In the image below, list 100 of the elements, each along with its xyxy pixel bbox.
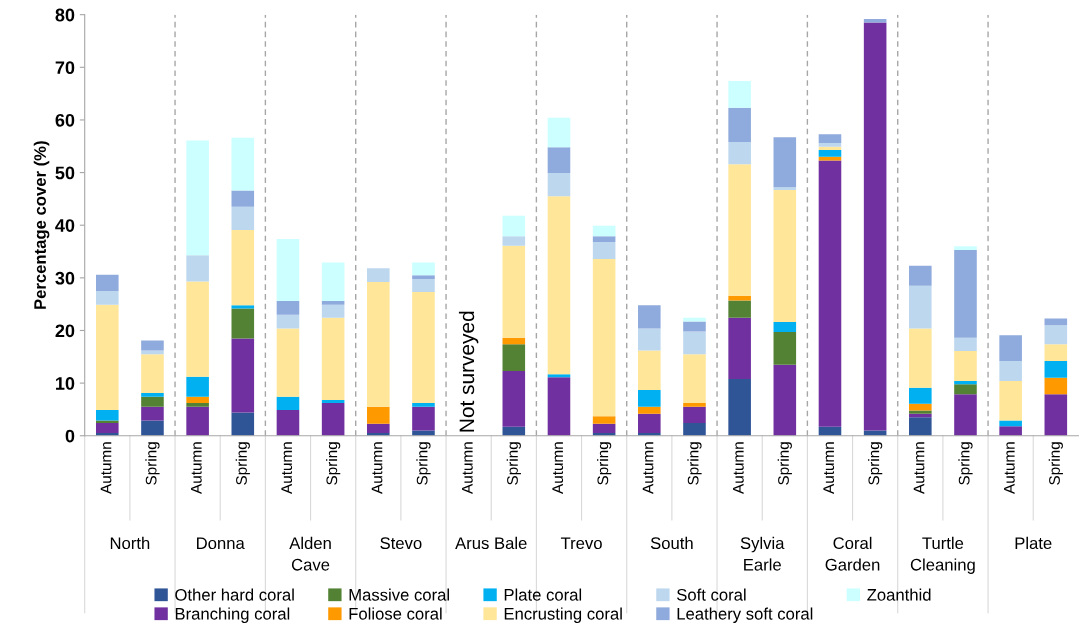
y-tick-label: 40	[55, 219, 75, 232]
y-tick-label: 50	[55, 166, 75, 180]
bar	[321, 403, 345, 436]
bar	[96, 409, 119, 421]
bar	[773, 187, 797, 190]
bar	[638, 413, 661, 434]
legend-label: Encrusting coral	[504, 607, 622, 623]
x-tick-label: Autumn	[371, 442, 383, 494]
y-tick-label: 0	[65, 429, 75, 443]
bar	[909, 417, 932, 436]
bar	[276, 238, 300, 302]
legend-label: Zoanthid	[867, 588, 931, 601]
x-tick-label: Spring	[868, 442, 883, 485]
x-tick-label: Spring	[416, 442, 431, 485]
bar	[276, 301, 300, 315]
y-tick-label: 70	[55, 61, 75, 75]
text: North	[110, 536, 150, 550]
bar	[999, 426, 1022, 436]
bar	[141, 340, 164, 351]
text: Stevo	[380, 537, 422, 550]
x-tick-label: Autumn	[823, 442, 835, 494]
bar	[683, 403, 706, 407]
bar	[186, 140, 209, 256]
bar	[186, 281, 209, 377]
bar	[276, 409, 300, 436]
bar	[909, 265, 932, 286]
bar	[773, 137, 797, 188]
x-tick-label: Autumn	[100, 442, 112, 494]
y-tick-label: 80	[55, 8, 75, 22]
bar	[818, 160, 842, 427]
bar	[909, 387, 932, 404]
bar	[321, 301, 345, 305]
bar	[141, 396, 164, 407]
bar	[321, 304, 345, 318]
bar	[954, 246, 977, 250]
bar	[728, 378, 751, 436]
x-tick-label: Spring	[597, 442, 612, 485]
bar	[141, 420, 164, 436]
bar	[638, 389, 661, 407]
x-tick-label: Autumn	[733, 442, 744, 494]
x-tick-label: Spring	[1048, 442, 1063, 485]
bar	[276, 396, 300, 410]
bar	[412, 406, 435, 431]
bar	[547, 173, 571, 197]
bar	[502, 371, 526, 427]
bar	[863, 18, 887, 23]
bar	[592, 242, 616, 259]
bar	[999, 420, 1022, 427]
bar	[276, 328, 300, 397]
y-tick-label: 20	[55, 324, 75, 338]
bar	[683, 354, 706, 404]
bar	[683, 423, 706, 436]
bar	[863, 430, 887, 436]
bar	[231, 305, 255, 309]
bar	[412, 278, 435, 293]
bar	[321, 399, 345, 404]
x-tick-label: Spring	[326, 442, 341, 485]
bar	[592, 236, 616, 243]
bar	[728, 164, 751, 296]
bar	[502, 245, 526, 338]
bar	[683, 406, 706, 424]
text: Arus Bale	[455, 536, 527, 550]
bar	[728, 107, 751, 143]
x-tick-label: Spring	[235, 442, 250, 485]
bar	[96, 304, 119, 410]
bar	[999, 335, 1022, 362]
bar	[728, 317, 751, 379]
bar	[141, 350, 164, 355]
y-tick-label: 60	[55, 113, 75, 127]
bar	[728, 300, 751, 318]
x-tick-label: Spring	[777, 442, 792, 485]
text: Turtle Cleaning	[910, 536, 975, 574]
bar	[728, 142, 751, 165]
bar	[367, 423, 390, 434]
bar	[638, 406, 661, 414]
x-tick-label: Spring	[958, 442, 973, 485]
bar	[638, 350, 661, 390]
bar	[412, 403, 435, 407]
x-tick-label: Spring	[687, 442, 702, 485]
bar	[186, 376, 209, 397]
y-axis-title: Percentage cover (%)	[33, 141, 50, 309]
bar	[502, 215, 526, 237]
text: Plate	[1015, 536, 1052, 550]
bar	[547, 117, 571, 148]
bar	[954, 249, 977, 338]
bar	[954, 394, 977, 436]
bar	[367, 406, 390, 424]
bar	[773, 364, 797, 436]
bar	[141, 354, 164, 394]
y-tick-label: 10	[56, 377, 75, 390]
bar	[909, 328, 932, 388]
bar	[186, 396, 209, 404]
legend-label: Other hard coral	[175, 588, 294, 601]
bar	[96, 291, 119, 305]
bar	[1044, 361, 1068, 378]
bar	[1044, 344, 1068, 362]
bar	[231, 137, 255, 191]
bar	[547, 377, 571, 436]
bar	[186, 406, 209, 436]
bar	[231, 206, 255, 230]
